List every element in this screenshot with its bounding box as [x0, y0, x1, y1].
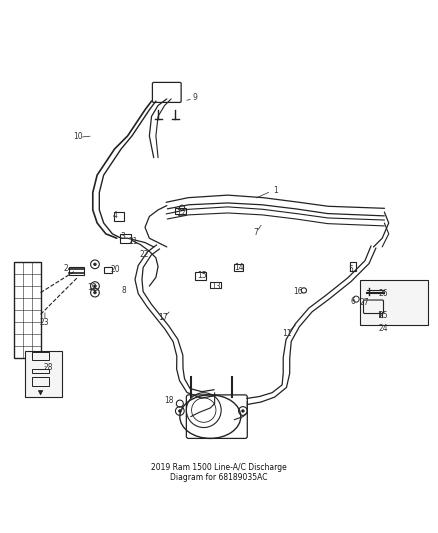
Bar: [120, 234, 131, 243]
Bar: [32, 352, 49, 360]
Text: 10: 10: [73, 132, 82, 141]
Text: 16: 16: [293, 287, 303, 296]
Text: 21: 21: [128, 237, 138, 246]
Text: 7: 7: [254, 228, 258, 237]
Circle shape: [242, 410, 244, 413]
Text: 17: 17: [159, 313, 168, 322]
Text: 19: 19: [87, 283, 97, 292]
Text: 15: 15: [198, 271, 207, 280]
Text: 23: 23: [39, 318, 49, 327]
Circle shape: [94, 285, 96, 287]
Text: 2: 2: [64, 264, 68, 273]
Text: 27: 27: [360, 298, 370, 306]
Bar: [176, 208, 186, 214]
Text: 20: 20: [111, 265, 120, 274]
Text: 13: 13: [211, 281, 221, 290]
Circle shape: [179, 410, 181, 413]
Text: 11: 11: [282, 329, 291, 338]
Bar: [104, 266, 113, 273]
Bar: [195, 272, 206, 279]
Text: 25: 25: [379, 311, 389, 320]
Text: 9: 9: [193, 93, 198, 102]
Bar: [210, 282, 221, 288]
Text: 18: 18: [164, 396, 174, 405]
Circle shape: [94, 263, 96, 265]
Text: 1: 1: [273, 186, 278, 195]
Text: 22: 22: [139, 250, 149, 259]
Text: 28: 28: [44, 363, 53, 372]
Text: 12: 12: [176, 209, 185, 218]
Bar: [32, 369, 49, 373]
Polygon shape: [39, 391, 43, 395]
Text: 8: 8: [122, 286, 127, 295]
Text: 5: 5: [349, 265, 353, 274]
Text: 6: 6: [350, 297, 356, 306]
Text: 26: 26: [379, 289, 389, 298]
Bar: [114, 212, 124, 221]
Bar: [69, 266, 84, 275]
Bar: [25, 351, 62, 397]
Text: 24: 24: [379, 324, 389, 333]
Bar: [360, 279, 428, 325]
Bar: [32, 377, 49, 386]
Bar: [350, 262, 356, 271]
Text: 2019 Ram 1500 Line-A/C Discharge
Diagram for 68189035AC: 2019 Ram 1500 Line-A/C Discharge Diagram…: [151, 463, 287, 482]
Text: 4: 4: [113, 211, 118, 220]
Text: 3: 3: [120, 231, 125, 240]
Bar: [234, 264, 243, 271]
Bar: [14, 262, 41, 358]
Circle shape: [94, 292, 96, 294]
Text: 14: 14: [234, 263, 244, 272]
